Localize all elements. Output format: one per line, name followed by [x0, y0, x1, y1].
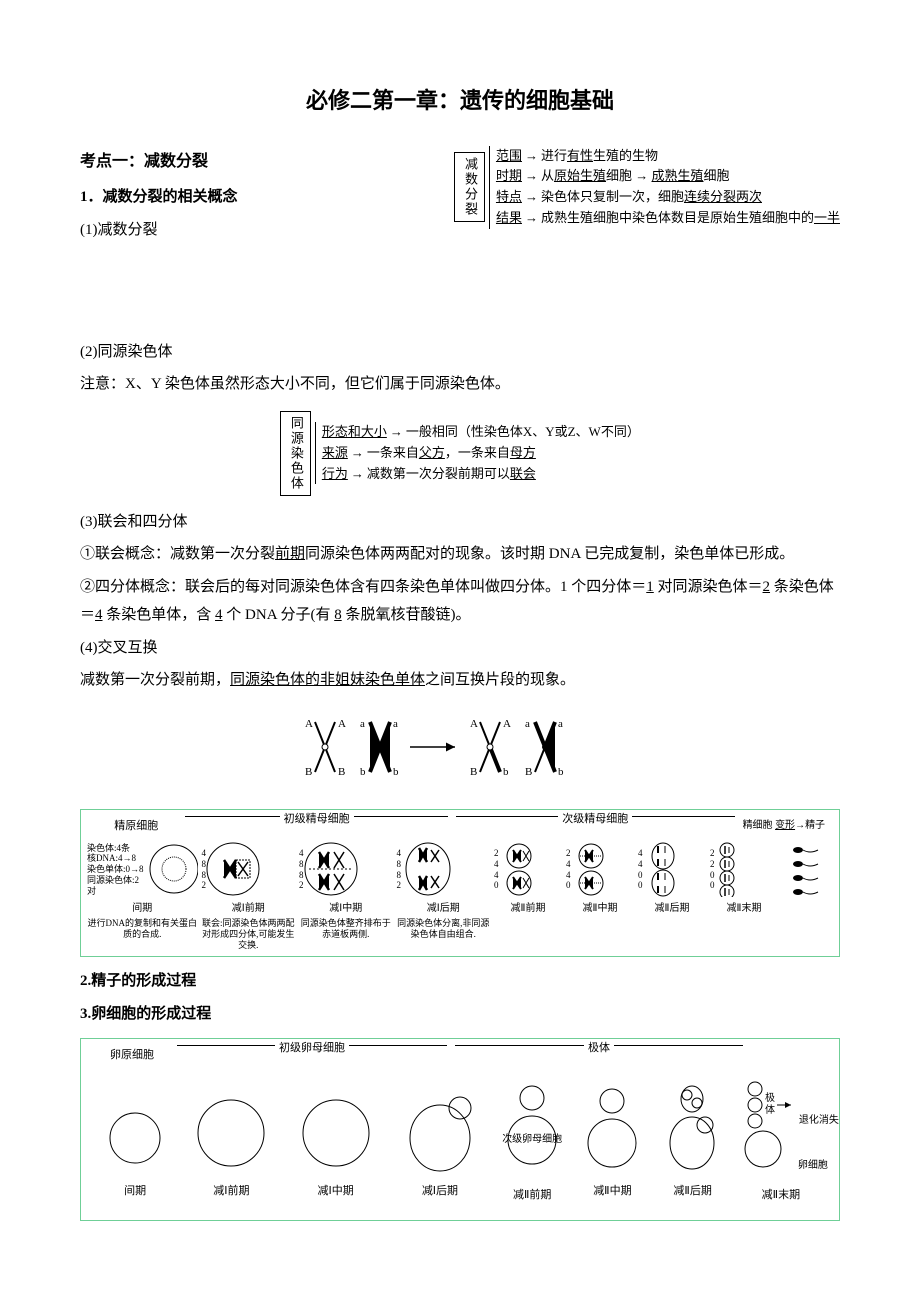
svg-text:A: A	[338, 718, 346, 730]
svg-text:b: b	[360, 766, 366, 778]
egg-stage-0: 间期	[95, 1181, 175, 1202]
egg-stage-2: 减Ⅰ中期	[288, 1181, 384, 1202]
svg-text:A: A	[305, 718, 313, 730]
section-2: 2.精子的形成过程	[80, 967, 840, 996]
svg-text:a: a	[393, 718, 398, 730]
svg-text:B: B	[525, 766, 532, 778]
sperm-hdr-4: 精细胞	[743, 820, 773, 831]
crossover-diagram: A A B B a a b b A A Bb a a Bb	[80, 707, 840, 798]
crossover-def: 减数第一次分裂前期，同源染色体的非姐妹染色单体之间互换片段的现象。	[80, 666, 840, 695]
egg-stage-7: 减Ⅱ末期	[737, 1185, 825, 1206]
svg-text:A: A	[470, 718, 478, 730]
tetrad-def: ②四分体概念：联会后的每对同源染色体含有四条染色单体叫做四分体。1 个四分体＝1…	[80, 573, 840, 630]
section-1-4: (4)交叉互换	[80, 634, 840, 663]
egg-hdr-1: 卵原细胞	[87, 1045, 177, 1067]
page-title: 必修二第一章：遗传的细胞基础	[80, 80, 840, 122]
meiosis-bracket: 范围→进行有性生殖的生物 时期→从原始生殖细胞 → 成熟生殖细胞 特点→染色体只…	[489, 146, 840, 229]
meiosis-label: 减数分裂	[454, 152, 485, 222]
egg-stage-5: 减Ⅱ中期	[576, 1181, 648, 1202]
sperm-hdr-1: 精原细胞	[87, 816, 185, 838]
egg-stage-4: 减Ⅱ前期	[496, 1185, 568, 1206]
egg-hdr-3: 极体	[584, 1042, 614, 1054]
meiosis-concept-box: 减数分裂 范围→进行有性生殖的生物 时期→从原始生殖细胞 → 成熟生殖细胞 特点…	[454, 146, 840, 229]
svg-text:b: b	[558, 766, 564, 778]
svg-text:a: a	[558, 718, 563, 730]
homolog-bracket: 形态和大小→一般相同（性染色体X、Y或Z、W不同） 来源→一条来自父方，一条来自…	[315, 422, 640, 484]
section-1-3: (3)联会和四分体	[80, 508, 840, 537]
homologous-concept-box: 同源染色体 形态和大小→一般相同（性染色体X、Y或Z、W不同） 来源→一条来自父…	[80, 411, 840, 496]
egg-stage-6: 减Ⅱ后期	[657, 1181, 729, 1202]
svg-text:b: b	[393, 766, 399, 778]
egg-stage-3: 减Ⅰ后期	[392, 1181, 488, 1202]
synapsis-def: ①联会概念：减数第一次分裂前期同源染色体两两配对的现象。该时期 DNA 已完成复…	[80, 540, 840, 569]
note-xy: 注意：X、Y 染色体虽然形态大小不同，但它们属于同源染色体。	[80, 370, 840, 399]
egg-cell-label: 卵细胞	[769, 1156, 857, 1175]
sperm-formation-figure: 精原细胞 初级精母细胞 次级精母细胞 精细胞 变形→精子 染色体:4条核DNA:…	[80, 809, 840, 957]
svg-text:a: a	[360, 718, 365, 730]
section-1-2: (2)同源染色体	[80, 338, 840, 367]
svg-text:B: B	[470, 766, 477, 778]
sperm-hdr-6: 精子	[805, 820, 825, 831]
egg-stage-1: 减Ⅰ前期	[183, 1181, 279, 1202]
svg-text:a: a	[525, 718, 530, 730]
egg-formation-figure: 卵原细胞 初级卵母细胞 极体 间期 减Ⅰ前期 减Ⅰ中期 减Ⅰ后期 次级卵母细胞 …	[80, 1038, 840, 1221]
svg-text:极: 极	[765, 1091, 775, 1104]
sperm-hdr-3: 次级精母细胞	[558, 813, 632, 825]
section-3: 3.卵细胞的形成过程	[80, 1000, 840, 1029]
homolog-label: 同源染色体	[280, 411, 311, 496]
sperm-hdr-2: 初级精母细胞	[280, 813, 354, 825]
svg-text:B: B	[338, 766, 345, 778]
svg-text:B: B	[305, 766, 312, 778]
interphase-info: 染色体:4条核DNA:4→8染色单体:0→8同源染色体:2对	[87, 843, 147, 897]
egg-hdr-4: 次级卵母细胞	[496, 1130, 568, 1149]
svg-text:b: b	[503, 766, 509, 778]
egg-degrade: 退化消失	[775, 1111, 863, 1130]
svg-text:A: A	[503, 718, 511, 730]
egg-hdr-2: 初级卵母细胞	[275, 1042, 349, 1054]
